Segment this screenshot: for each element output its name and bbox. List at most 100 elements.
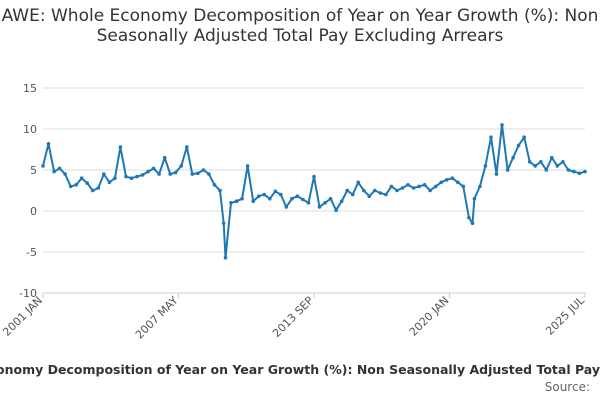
data-point — [57, 166, 62, 171]
data-point — [229, 201, 233, 205]
data-point — [362, 188, 366, 193]
data-point — [140, 173, 145, 177]
data-point — [295, 194, 300, 198]
data-point — [577, 171, 582, 176]
data-point — [367, 194, 372, 198]
data-point — [157, 172, 161, 176]
data-point — [262, 192, 267, 197]
data-point — [400, 186, 405, 190]
y-tick-label: 15 — [23, 82, 37, 95]
data-point — [201, 168, 206, 172]
data-point — [179, 164, 184, 168]
data-point — [185, 145, 189, 149]
data-point — [212, 183, 217, 187]
x-tick-label: 2020 JAN — [407, 294, 452, 339]
data-point — [345, 188, 350, 193]
data-point — [572, 169, 576, 174]
data-point — [550, 155, 554, 160]
data-point — [41, 164, 45, 168]
data-point — [494, 172, 499, 176]
data-point — [312, 174, 316, 179]
data-point — [306, 201, 311, 205]
data-point — [539, 160, 543, 164]
data-point — [334, 208, 338, 212]
data-point — [279, 192, 283, 197]
data-point — [218, 188, 222, 193]
data-point — [135, 174, 139, 179]
data-point — [234, 199, 239, 203]
data-point — [356, 180, 361, 185]
data-point — [240, 196, 244, 201]
data-point — [221, 221, 226, 226]
data-point — [417, 184, 421, 189]
data-point — [74, 183, 78, 187]
data-point — [350, 192, 355, 197]
data-point — [118, 145, 123, 149]
data-point — [461, 184, 466, 189]
data-point — [290, 196, 294, 201]
data-point — [317, 205, 322, 209]
chart-title: AWE: Whole Economy Decomposition of Year… — [1, 6, 599, 46]
data-point — [46, 142, 51, 146]
data-point — [472, 196, 477, 201]
x-tick-label: 2025 JUL — [543, 293, 587, 337]
data-point — [483, 164, 488, 168]
data-point — [561, 160, 565, 164]
data-point — [583, 169, 587, 174]
x-tick-label: 2007 MAY — [133, 294, 181, 342]
y-tick-label: 10 — [23, 123, 37, 136]
data-point — [102, 172, 106, 176]
data-point — [478, 184, 482, 189]
data-point — [456, 180, 460, 185]
data-point — [389, 184, 394, 189]
data-point — [168, 172, 172, 176]
data-point — [500, 123, 504, 127]
data-point — [284, 205, 289, 209]
footer-series-text: AWE: Whole Economy Decomposition of Year… — [0, 362, 600, 377]
data-point — [190, 172, 195, 176]
y-tick-label: -5 — [26, 246, 37, 259]
y-tick-label: 0 — [30, 205, 37, 218]
data-point — [566, 168, 571, 172]
data-point — [79, 176, 84, 180]
data-point — [113, 176, 117, 180]
data-point — [301, 197, 305, 202]
data-point — [527, 160, 532, 164]
data-point — [411, 186, 416, 190]
footer-series-name: AWE: Whole Economy Decomposition of Year… — [0, 362, 600, 380]
data-point — [63, 172, 67, 176]
data-point — [533, 164, 537, 168]
data-point — [52, 169, 56, 174]
data-point — [173, 170, 178, 175]
data-point — [251, 199, 255, 203]
y-tick-label: -10 — [19, 287, 37, 300]
data-point — [68, 184, 73, 189]
data-point — [378, 191, 383, 195]
x-tick-label: 2001 JAN — [0, 294, 45, 339]
footer-source: Source: — [544, 380, 590, 394]
data-point — [85, 181, 89, 185]
data-point — [207, 172, 211, 176]
data-point — [323, 201, 327, 205]
data-point — [162, 155, 167, 160]
data-point — [384, 192, 388, 197]
data-point — [470, 221, 475, 226]
data-point — [522, 135, 526, 139]
data-point — [129, 176, 134, 180]
data-point — [268, 196, 272, 201]
data-point — [91, 188, 95, 193]
data-point — [444, 178, 449, 182]
data-point — [516, 143, 521, 148]
data-point — [107, 180, 112, 185]
y-tick-label: 5 — [30, 164, 37, 177]
data-point — [433, 184, 438, 189]
series-line — [42, 123, 586, 259]
gridlines — [43, 87, 585, 294]
x-tick-label: 2013 SEP — [270, 294, 316, 340]
data-point — [450, 176, 455, 180]
axes: -10 -5 0 5 10 15 2001 JAN 2007 MAY 2013 SEP 2020 … — [0, 82, 587, 342]
data-point — [328, 196, 333, 201]
data-point — [223, 255, 228, 260]
data-point — [467, 215, 471, 220]
